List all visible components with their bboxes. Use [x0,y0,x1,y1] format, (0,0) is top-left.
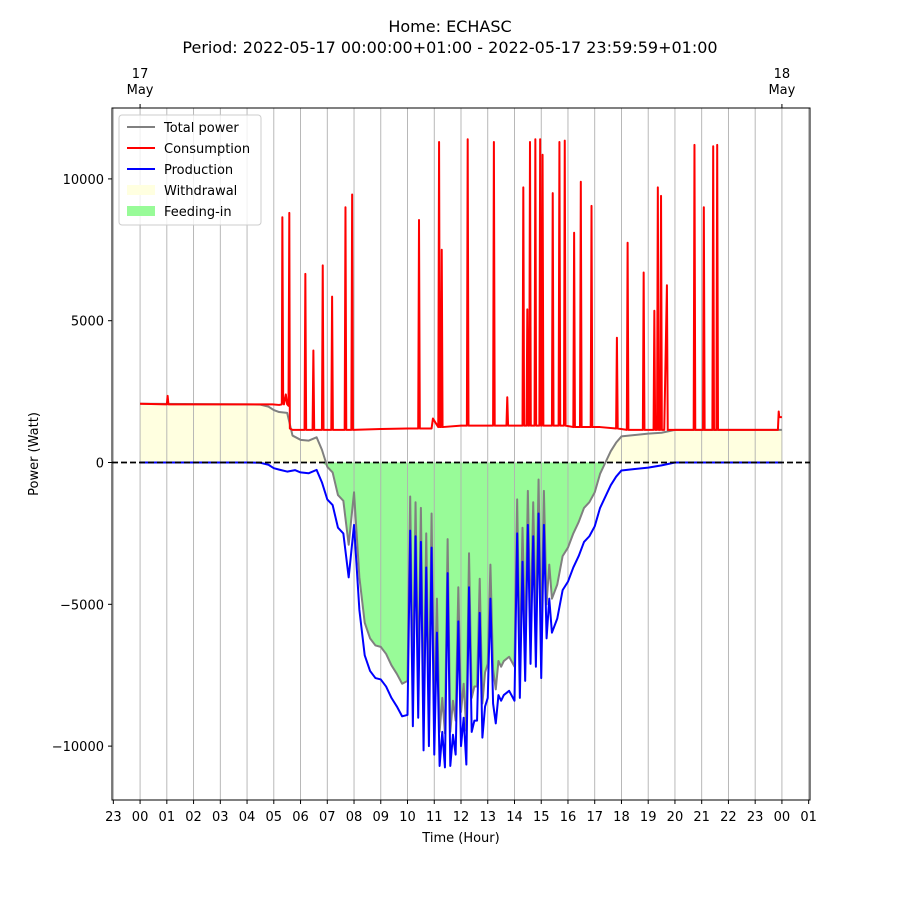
y-tick-label: −10000 [52,740,104,755]
legend-production-label: Production [164,163,233,178]
x-tick-label: 16 [560,810,577,825]
top-tick-label: May [768,83,795,98]
legend-withdrawal-label: Withdrawal [164,184,237,199]
x-tick-label: 23 [747,810,764,825]
legend-feeding-in-label: Feeding-in [164,205,232,220]
x-tick-label: 10 [399,810,416,825]
x-tick-label: 02 [185,810,202,825]
top-tick-label: 18 [774,67,791,82]
x-tick-label: 14 [506,810,523,825]
x-tick-label: 15 [533,810,550,825]
x-tick-label: 00 [132,810,149,825]
legend: Total power Consumption Production Withdraw… [118,114,262,226]
x-tick-label: 21 [693,810,710,825]
x-tick-label: 01 [800,810,817,825]
top-tick-label: 17 [132,67,149,82]
legend-withdrawal-swatch [127,185,155,195]
chart-title: Home: ECHASC [388,17,512,36]
y-tick-label: 5000 [71,315,104,330]
x-tick-label: 09 [372,810,389,825]
legend-consumption-label: Consumption [164,142,250,157]
consumption-line [140,138,782,431]
total-power-line [140,402,782,735]
x-tick-label: 23 [105,810,122,825]
x-tick-label: 17 [586,810,603,825]
x-tick-label: 13 [479,810,496,825]
x-tick-label: 07 [319,810,336,825]
plot-area [112,108,810,800]
x-axis-label: Time (Hour) [421,831,499,846]
x-tick-label: 12 [453,810,470,825]
x-tick-label: 03 [212,810,229,825]
y-tick-label: −5000 [60,598,104,613]
x-tick-label: 06 [292,810,309,825]
x-tick-label: 01 [159,810,176,825]
production-line [140,461,782,769]
legend-feeding-in-swatch [127,206,155,216]
x-tick-label: 22 [720,810,737,825]
legend-total-power-label: Total power [163,121,239,136]
y-tick-label: 10000 [63,173,104,188]
y-axis-label: Power (Watt) [27,412,42,496]
x-tick-label: 00 [774,810,791,825]
x-tick-label: 11 [426,810,443,825]
y-tick-label: 0 [96,457,104,472]
x-tick-label: 04 [239,810,256,825]
x-tick-label: 05 [266,810,283,825]
x-tick-label: 19 [640,810,657,825]
x-tick-label: 20 [667,810,684,825]
top-tick-label: May [127,83,154,98]
legend-box [118,114,262,226]
chart-subtitle: Period: 2022-05-17 00:00:00+01:00 - 2022… [182,38,718,57]
x-tick-label: 18 [613,810,630,825]
x-tick-label: 08 [346,810,363,825]
